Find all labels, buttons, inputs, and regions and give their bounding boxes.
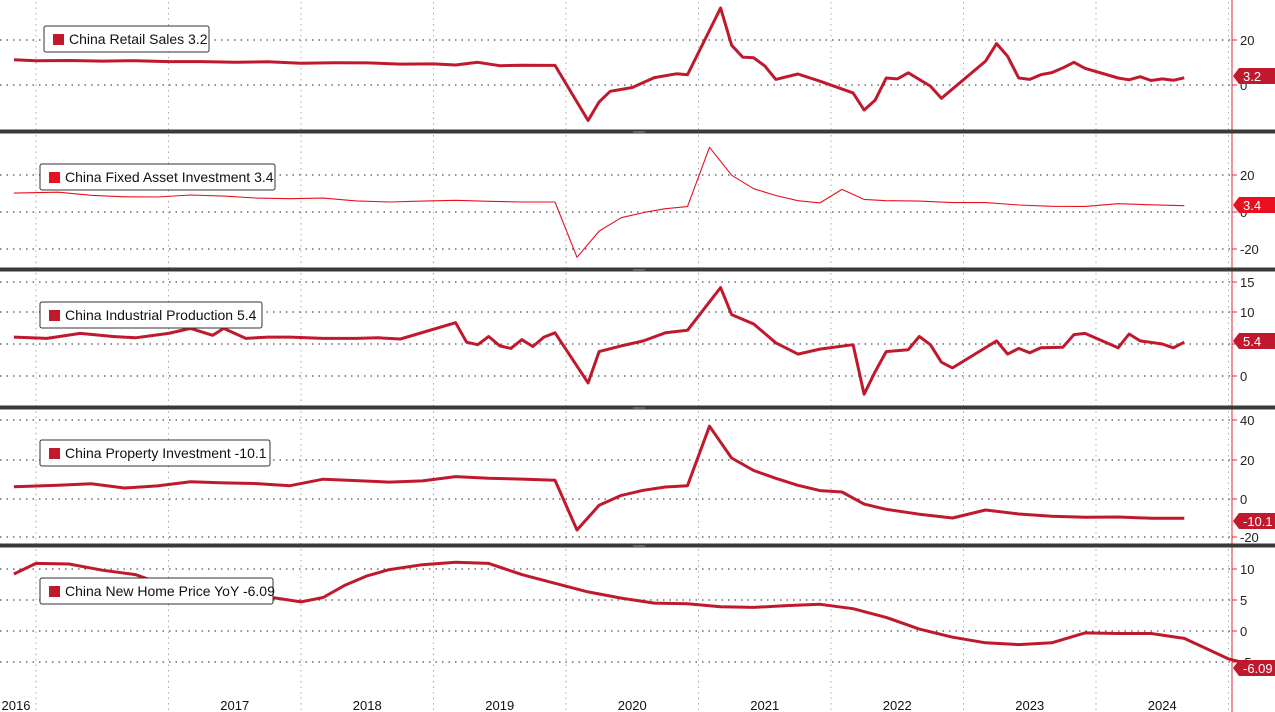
legend-box <box>39 163 276 191</box>
last-value-label: -6.09 <box>1243 661 1273 676</box>
legend-swatch <box>49 586 60 597</box>
legend-swatch <box>49 310 60 321</box>
last-value-label: 5.4 <box>1243 334 1261 349</box>
y-tick-label: 20 <box>1240 33 1254 48</box>
y-tick-label: 0 <box>1240 78 1247 93</box>
legend: China Retail Sales 3.2 <box>43 25 210 53</box>
y-tick-label: 20 <box>1240 168 1254 183</box>
last-value-flag: 3.2 <box>1233 68 1275 84</box>
x-tick-label: 2019 <box>485 698 514 712</box>
y-tick-label: 20 <box>1240 453 1254 468</box>
x-tick-label: 2018 <box>353 698 382 712</box>
panel-4: 0 20 40 -20-10.1 China Property Investment -… <box>0 409 1275 545</box>
legend-label: China Retail Sales 3.2 <box>69 31 208 47</box>
legend-swatch <box>49 448 60 459</box>
legend-box <box>39 577 274 605</box>
last-value-label: 3.2 <box>1243 69 1261 84</box>
x-tick-label: 2016 <box>2 698 31 712</box>
last-value-label: -10.1 <box>1243 514 1273 529</box>
y-tick-label: 10 <box>1240 305 1254 320</box>
legend-label: China Fixed Asset Investment 3.4 <box>65 169 274 185</box>
legend: China Industrial Production 5.4 <box>39 301 263 329</box>
x-tick-label: 2021 <box>750 698 779 712</box>
y-tick-label: 0 <box>1240 492 1247 507</box>
legend-box <box>39 301 263 329</box>
last-value-flag: 3.4 <box>1233 197 1275 213</box>
legend-label: China Industrial Production 5.4 <box>65 307 257 323</box>
legend: China Property Investment -10.1 <box>39 439 271 467</box>
flag-shape <box>1233 513 1275 529</box>
legend: China New Home Price YoY -6.09 <box>39 577 275 605</box>
flag-shape <box>1233 68 1275 84</box>
legend-box <box>39 439 271 467</box>
x-tick-label: 2020 <box>618 698 647 712</box>
legend: China Fixed Asset Investment 3.4 <box>39 163 276 191</box>
flag-shape <box>1233 333 1275 349</box>
series-line <box>13 6 1185 122</box>
x-tick-label: 2023 <box>1015 698 1044 712</box>
y-tick-label: 15 <box>1240 275 1254 290</box>
last-value-flag: -6.09 <box>1233 660 1275 676</box>
y-tick-label: 40 <box>1240 413 1254 428</box>
y-tick-label: 0 <box>1240 624 1247 639</box>
legend-swatch <box>53 34 64 45</box>
last-value-label: 3.4 <box>1243 198 1261 213</box>
x-tick-label: 2017 <box>220 698 249 712</box>
legend-swatch <box>49 172 60 183</box>
x-tick-label: 2024 <box>1148 698 1177 712</box>
y-tick-label: 10 <box>1240 562 1254 577</box>
last-value-flag: 5.4 <box>1233 333 1275 349</box>
y-tick-label: 0 <box>1240 369 1247 384</box>
legend-box <box>43 25 210 53</box>
series-line <box>13 286 1185 396</box>
y-tick-label: -20 <box>1240 530 1259 545</box>
series-line <box>13 146 1185 258</box>
legend-label: China Property Investment -10.1 <box>65 445 267 461</box>
series-line <box>13 424 1185 532</box>
y-tick-label: 5 <box>1240 593 1247 608</box>
y-tick-label: -20 <box>1240 242 1259 257</box>
x-tick-label: 2022 <box>883 698 912 712</box>
legend-label: China New Home Price YoY -6.09 <box>65 583 275 599</box>
flag-shape <box>1233 660 1275 676</box>
last-value-flag: -10.1 <box>1233 513 1275 529</box>
panel-1: 0 20 3.2 China Retail Sales 3.2 <box>0 0 1275 130</box>
flag-shape <box>1233 197 1275 213</box>
